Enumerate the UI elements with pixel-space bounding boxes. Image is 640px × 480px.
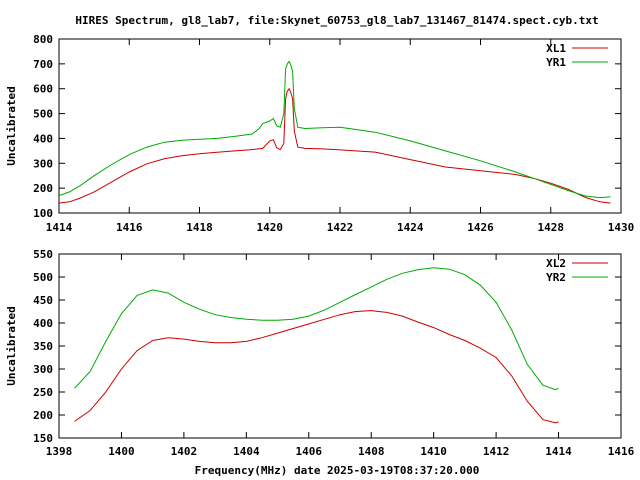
x-tick-label: 1402: [171, 445, 198, 458]
x-tick-label: 1404: [233, 445, 260, 458]
y-tick-label: 300: [33, 363, 53, 376]
y-tick-label: 150: [33, 432, 53, 445]
y-tick-label: 200: [33, 409, 53, 422]
series-line-xl2: [74, 310, 559, 424]
y-tick-label: 250: [33, 386, 53, 399]
top-panel: 1414 1416 1418 1420 1422 1424 1426 1428 1430 100 2…: [5, 33, 634, 234]
legend-label-xl2: XL2: [546, 257, 566, 270]
y-tick-label: 550: [33, 248, 53, 261]
legend-label-yr1: YR1: [546, 56, 566, 69]
figure-title: HIRES Spectrum, gl8_lab7, file:Skynet_60…: [75, 14, 598, 27]
series-line-xl1: [58, 87, 611, 204]
y-tick-label: 600: [33, 83, 53, 96]
x-tick-label: 1412: [483, 445, 510, 458]
y-tick-label: 500: [33, 271, 53, 284]
x-tick-label: 1414: [545, 445, 572, 458]
x-tick-label: 1420: [257, 221, 284, 234]
x-tick-label: 1416: [608, 445, 635, 458]
x-tick-label: 1400: [108, 445, 135, 458]
legend-label-xl1: XL1: [546, 42, 566, 55]
y-tick-label: 100: [33, 207, 53, 220]
y-tick-label: 500: [33, 108, 53, 121]
y-axis-label: Uncalibrated: [5, 86, 18, 165]
x-tick-label: 1422: [327, 221, 354, 234]
x-tick-label: 1430: [608, 221, 635, 234]
plot-frame: [58, 38, 622, 214]
y-tick-label: 450: [33, 294, 53, 307]
y-tick-label: 700: [33, 58, 53, 71]
x-tick-label: 1418: [186, 221, 213, 234]
bottom-panel: 1398 1400 1402 1404 1406 1408 1410 1412 1414 1416…: [5, 248, 635, 458]
legend-label-yr2: YR2: [546, 271, 566, 284]
x-tick-label: 1408: [358, 445, 385, 458]
y-tick-label: 400: [33, 132, 53, 145]
x-tick-label: 1416: [116, 221, 143, 234]
x-tick-label: 1426: [467, 221, 494, 234]
x-tick-label: 1410: [420, 445, 447, 458]
y-tick-label: 200: [33, 182, 53, 195]
series-line-yr1: [58, 60, 611, 199]
y-axis-label: Uncalibrated: [5, 306, 18, 385]
x-tick-label: 1428: [538, 221, 565, 234]
x-tick-label: 1398: [46, 445, 73, 458]
y-tick-label: 800: [33, 33, 53, 46]
y-tick-label: 350: [33, 340, 53, 353]
x-axis-label: Frequency(MHz) date 2025-03-19T08:37:20.…: [195, 464, 480, 477]
x-tick-label: 1424: [397, 221, 424, 234]
x-tick-label: 1406: [296, 445, 323, 458]
y-tick-label: 400: [33, 317, 53, 330]
series-line-yr2: [74, 267, 559, 391]
x-tick-label: 1414: [46, 221, 73, 234]
y-tick-label: 300: [33, 157, 53, 170]
